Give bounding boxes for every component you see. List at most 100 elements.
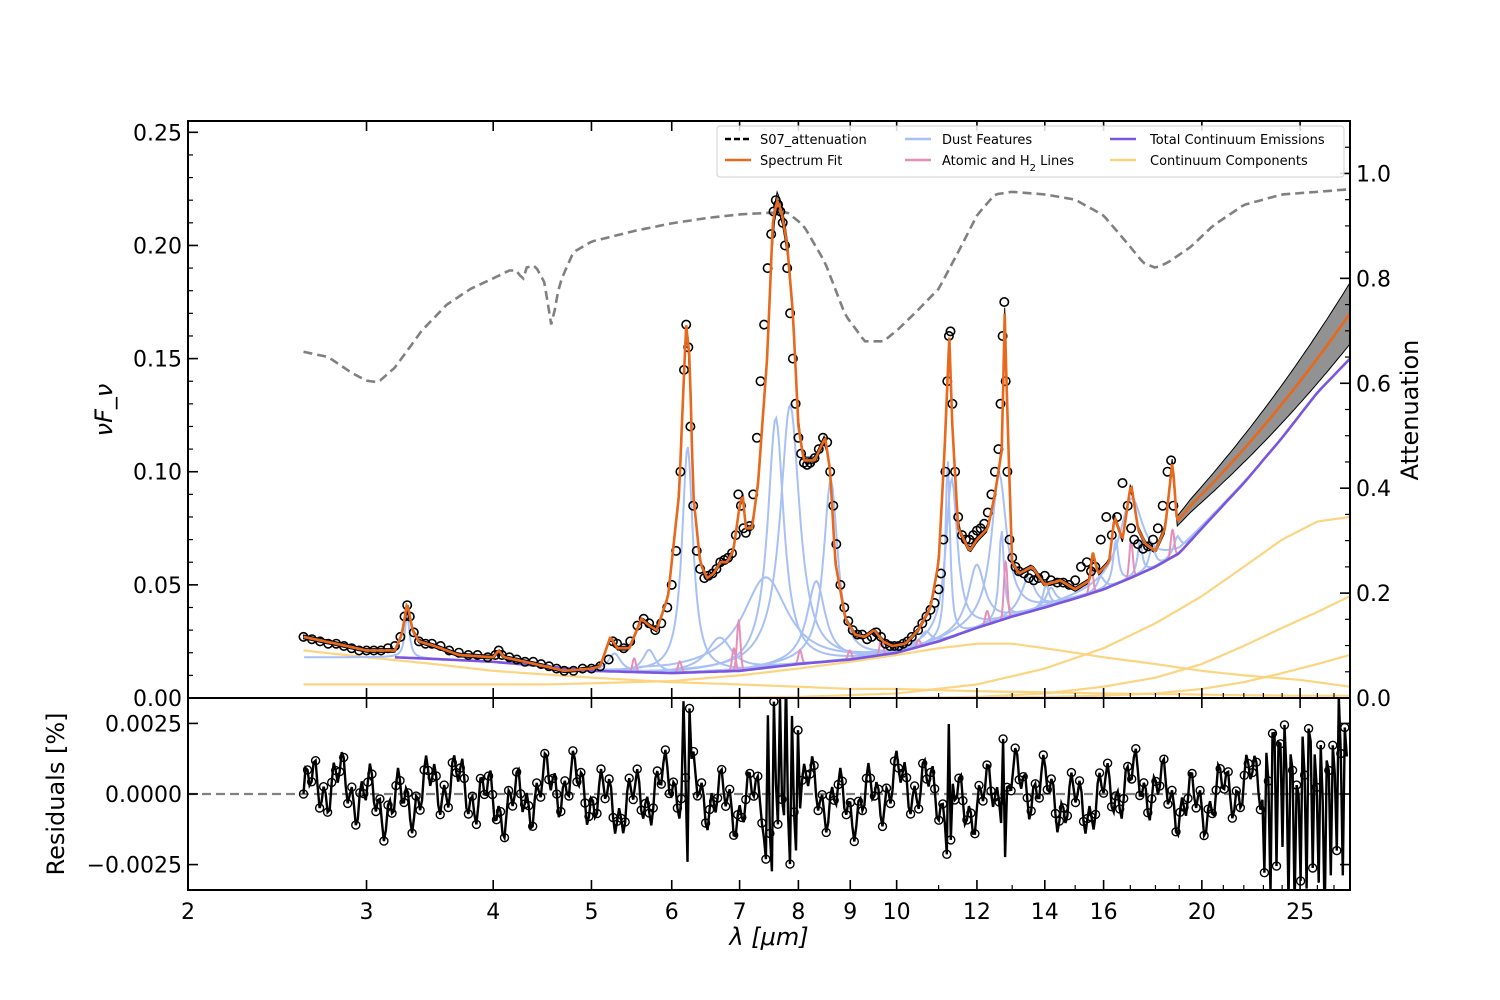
residual-point xyxy=(1267,728,1278,739)
data-point xyxy=(782,263,793,274)
residual-point xyxy=(717,764,727,775)
continuum-component-line-2 xyxy=(303,642,1350,688)
residual-point xyxy=(978,796,988,806)
residual-point xyxy=(572,777,582,787)
residual-point xyxy=(355,788,365,798)
residual-point xyxy=(849,836,859,847)
residual-point xyxy=(1307,863,1318,873)
residual-point xyxy=(1271,861,1282,871)
data-point xyxy=(1126,523,1137,534)
data-point xyxy=(831,539,842,550)
continuum-component-line-4 xyxy=(798,595,1350,698)
residual-point xyxy=(1191,803,1201,813)
residual-point xyxy=(443,802,453,813)
residual-point xyxy=(1336,748,1346,759)
residual-point xyxy=(515,789,526,799)
legend-label-tail: Lines xyxy=(1036,154,1074,169)
data-point xyxy=(650,625,661,636)
residual-point xyxy=(519,799,530,809)
residual-point xyxy=(1311,782,1322,792)
residuals-series-layer xyxy=(188,698,1350,890)
residual-point xyxy=(503,785,514,796)
x-tick-label: 25 xyxy=(1286,900,1314,925)
residual-point xyxy=(427,772,437,783)
residual-point xyxy=(632,764,642,774)
residual-point xyxy=(415,805,425,815)
residual-point xyxy=(946,835,956,845)
residual-point xyxy=(1287,765,1298,775)
residual-point xyxy=(1074,776,1085,786)
residual-point xyxy=(351,820,361,830)
residual-point xyxy=(463,809,474,819)
data-point xyxy=(945,326,956,337)
residual-point xyxy=(314,803,325,813)
y-tick-label: 0.05 xyxy=(133,574,182,599)
residual-point xyxy=(926,767,936,778)
residual-point xyxy=(363,777,373,787)
residual-point xyxy=(841,810,851,820)
residual-point xyxy=(335,767,345,777)
data-point xyxy=(1101,511,1112,522)
residual-point xyxy=(672,803,683,813)
residual-point xyxy=(1046,774,1057,784)
residual-point xyxy=(1279,720,1290,730)
x-tick-label: 7 xyxy=(733,900,747,925)
residual-point xyxy=(1207,808,1217,819)
residual-point xyxy=(1094,768,1105,778)
residual-point xyxy=(624,773,634,783)
data-point xyxy=(790,398,801,409)
right-y-tick-label: 0.4 xyxy=(1356,477,1391,502)
residual-point xyxy=(1299,770,1310,780)
residual-point xyxy=(419,765,429,775)
data-point xyxy=(1148,534,1159,545)
residual-point xyxy=(885,798,896,809)
residual-point xyxy=(1215,764,1225,774)
residual-point xyxy=(809,760,819,771)
spectrum-fit-line xyxy=(303,197,1350,673)
legend-label: Total Continuum Emissions xyxy=(1149,133,1325,148)
residuals-y-axis: −0.0025 0.0000 0.0025 xyxy=(87,712,1350,879)
residual-point xyxy=(383,800,393,810)
residual-point xyxy=(1062,811,1073,821)
legend-box xyxy=(716,125,1345,178)
x-tick-label: 20 xyxy=(1188,900,1216,925)
right-y-tick-label: 0.0 xyxy=(1356,687,1391,712)
residual-point xyxy=(1251,757,1262,767)
residual-point xyxy=(322,807,333,817)
residual-point xyxy=(729,830,739,840)
residual-point xyxy=(1114,804,1125,814)
residual-point xyxy=(1255,805,1266,815)
residual-point xyxy=(865,773,876,783)
residual-point xyxy=(1167,785,1177,795)
x-tick-label: 14 xyxy=(1031,900,1059,925)
residual-point xyxy=(1235,802,1246,813)
data-point xyxy=(1152,523,1163,534)
residual-point xyxy=(592,808,602,819)
residual-point xyxy=(801,770,811,780)
x-tick-label: 12 xyxy=(963,900,991,925)
residual-point xyxy=(785,859,795,869)
attenuation-line xyxy=(303,187,1350,384)
residual-point xyxy=(302,765,313,775)
residual-point xyxy=(905,809,916,819)
residual-point xyxy=(544,774,554,785)
residual-point xyxy=(403,788,413,798)
residual-point xyxy=(684,703,695,714)
residual-point xyxy=(869,791,880,801)
residual-point xyxy=(1259,868,1270,878)
residual-point xyxy=(439,780,449,790)
residual-point xyxy=(789,807,799,817)
residual-point xyxy=(483,771,494,781)
main-y-axis-label: νF_ν xyxy=(90,384,118,437)
residual-point xyxy=(399,797,409,808)
residual-point xyxy=(901,773,912,783)
residual-point xyxy=(435,810,445,820)
residual-point xyxy=(688,746,699,757)
residual-point xyxy=(1187,768,1197,779)
residual-point xyxy=(725,784,735,794)
residual-point xyxy=(1006,786,1016,796)
residual-point xyxy=(1118,793,1129,804)
residual-point xyxy=(475,773,486,784)
residual-point xyxy=(918,758,928,769)
data-point xyxy=(1070,575,1081,586)
